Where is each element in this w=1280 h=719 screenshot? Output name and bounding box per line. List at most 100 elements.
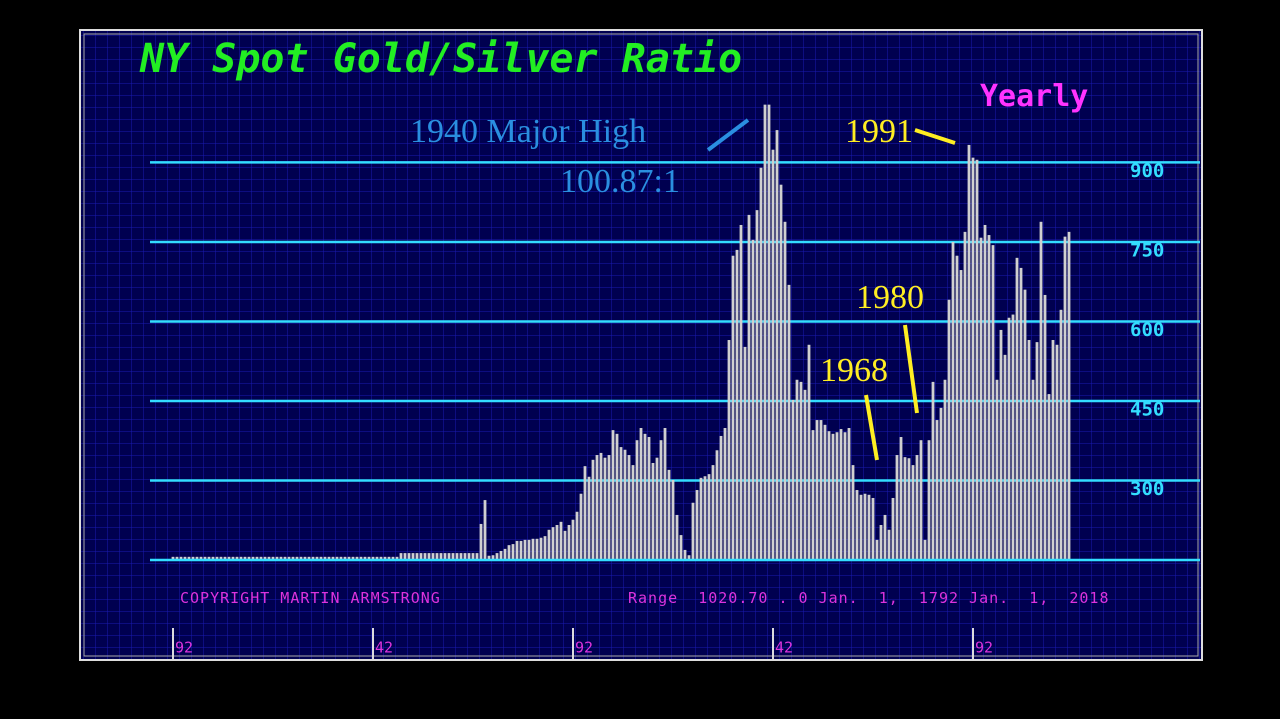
bar <box>855 490 859 560</box>
bar <box>807 344 811 560</box>
bar <box>599 452 603 560</box>
bar <box>383 556 387 560</box>
bar <box>459 553 463 560</box>
bar <box>879 525 883 560</box>
bar <box>727 340 731 560</box>
bar <box>343 556 347 560</box>
annotation: 1991 <box>845 113 913 150</box>
bar <box>191 556 195 560</box>
bar <box>791 399 795 560</box>
bar <box>771 149 775 560</box>
arrow <box>864 394 879 461</box>
bar <box>275 556 279 560</box>
y-tick-label: 450 <box>1130 398 1164 420</box>
bar <box>243 556 247 560</box>
bar <box>471 553 475 560</box>
bar <box>1003 354 1007 560</box>
bar <box>1059 309 1063 560</box>
bar <box>675 514 679 560</box>
bar <box>831 433 835 560</box>
bar <box>323 556 327 560</box>
bar <box>355 556 359 560</box>
bar <box>1067 231 1071 560</box>
bar <box>451 553 455 560</box>
bar <box>579 493 583 560</box>
bar <box>683 549 687 560</box>
bar <box>547 529 551 560</box>
bar <box>983 224 987 560</box>
bar <box>1047 394 1051 560</box>
range-text: Range 1020.70 . 0 Jan. 1, 1792 Jan. 1, 2… <box>628 589 1109 607</box>
bar <box>299 556 303 560</box>
bar <box>647 437 651 560</box>
bar <box>847 428 851 560</box>
bar <box>815 420 819 560</box>
bar <box>799 381 803 560</box>
bar <box>583 466 587 560</box>
bar <box>363 556 367 560</box>
bar <box>1011 314 1015 560</box>
bar <box>271 556 275 560</box>
bar <box>531 538 535 560</box>
bar <box>175 556 179 560</box>
bar <box>359 556 363 560</box>
bar <box>199 556 203 560</box>
bar <box>207 556 211 560</box>
bar <box>315 556 319 560</box>
bar <box>187 556 191 560</box>
bar <box>787 284 791 560</box>
y-tick-label: 900 <box>1130 160 1164 182</box>
bar <box>875 539 879 560</box>
bar <box>287 556 291 560</box>
bar <box>891 497 895 560</box>
bar <box>515 540 519 560</box>
bar <box>327 556 331 560</box>
bar <box>339 556 343 560</box>
bar <box>527 539 531 560</box>
bar <box>183 556 187 560</box>
bar <box>915 455 919 560</box>
bar <box>219 556 223 560</box>
bar <box>691 502 695 560</box>
bar <box>731 255 735 560</box>
bar <box>539 537 543 560</box>
bar <box>707 474 711 560</box>
bar <box>407 553 411 560</box>
bar <box>767 104 771 560</box>
bar <box>975 159 979 560</box>
bar <box>959 270 963 560</box>
bar <box>1023 289 1027 560</box>
subtitle: Yearly <box>980 79 1088 114</box>
bar <box>447 553 451 560</box>
x-tick-label: 92 <box>975 639 993 657</box>
bar <box>1007 317 1011 560</box>
bar <box>567 525 571 560</box>
bar <box>559 521 563 560</box>
bar <box>427 553 431 560</box>
bar <box>491 555 495 560</box>
y-tick-label: 300 <box>1130 478 1164 500</box>
bar <box>715 450 719 560</box>
bar <box>247 556 251 560</box>
bar <box>439 553 443 560</box>
bar <box>455 553 459 560</box>
bar <box>711 465 715 560</box>
bar <box>755 210 759 560</box>
bar <box>723 428 727 560</box>
bar <box>863 493 867 560</box>
bar <box>867 494 871 560</box>
bar <box>639 428 643 560</box>
bar <box>775 130 779 560</box>
bar <box>403 553 407 560</box>
bar <box>311 556 315 560</box>
bar <box>783 221 787 560</box>
bar <box>555 525 559 560</box>
bar <box>911 465 915 560</box>
bar <box>375 556 379 560</box>
bar <box>611 430 615 560</box>
bar <box>291 556 295 560</box>
bar <box>1051 340 1055 560</box>
bar <box>623 449 627 560</box>
bar <box>351 556 355 560</box>
bar <box>943 379 947 560</box>
